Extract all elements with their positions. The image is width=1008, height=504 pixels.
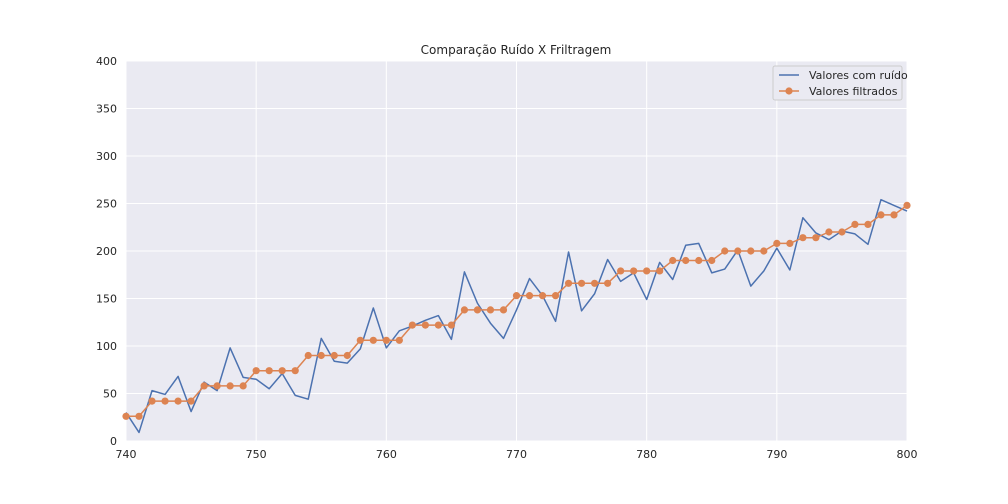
data-point (226, 382, 234, 390)
data-point (239, 382, 247, 390)
legend-item[interactable]: Valores filtrados (779, 85, 898, 98)
data-point (734, 247, 742, 255)
y-tick-label: 150 (96, 293, 117, 306)
data-point (174, 397, 182, 405)
data-point (343, 351, 351, 360)
data-point (200, 382, 208, 390)
data-point (252, 367, 260, 375)
legend-box (772, 65, 903, 101)
data-point (630, 267, 638, 275)
data-point (278, 367, 286, 375)
y-tick-label: 400 (96, 55, 117, 68)
data-point (890, 211, 898, 219)
data-point (838, 228, 846, 236)
data-point (799, 234, 807, 242)
data-point (122, 412, 130, 420)
chart-title: Comparação Ruído X Friltragem (421, 43, 612, 57)
data-point (447, 321, 456, 329)
data-point (708, 256, 716, 265)
data-point (577, 279, 586, 287)
data-point (591, 279, 599, 287)
data-point (148, 397, 156, 405)
data-point (304, 351, 312, 360)
y-tick-label: 0 (110, 435, 117, 448)
y-axis-ticks: 0 50 100 150 200 250 300 350 400 (96, 55, 117, 448)
data-point (473, 306, 482, 314)
data-point (369, 336, 377, 344)
x-tick-label: 760 (376, 448, 397, 461)
data-point (187, 397, 195, 405)
data-point (760, 247, 768, 255)
plot-series (122, 198, 911, 434)
data-point (851, 220, 859, 228)
x-tick-label: 780 (636, 448, 657, 461)
data-point (330, 351, 338, 360)
legend-label: Valores com ruído (809, 69, 908, 82)
legend-label: Valores filtrados (809, 85, 898, 98)
data-point (617, 267, 625, 275)
legend[interactable]: Valores com ruído Valores filtrados (772, 65, 908, 101)
y-tick-label: 300 (96, 150, 117, 163)
series-2 (122, 201, 911, 420)
y-tick-label: 50 (103, 388, 117, 401)
y-tick-label: 250 (96, 198, 117, 211)
data-point (317, 351, 325, 360)
series-1 (125, 198, 908, 434)
data-point (903, 201, 911, 209)
data-point (161, 397, 169, 405)
data-point (486, 306, 495, 314)
data-point (382, 336, 390, 344)
data-point (656, 267, 664, 275)
data-point (395, 336, 403, 344)
data-point (551, 292, 560, 300)
data-point (864, 220, 872, 228)
data-point (460, 306, 469, 314)
y-tick-label: 100 (96, 340, 117, 353)
y-tick-label: 200 (96, 245, 117, 258)
x-tick-label: 740 (116, 448, 137, 461)
y-tick-label: 350 (96, 103, 117, 116)
x-tick-label: 790 (766, 448, 787, 461)
series-line (125, 198, 908, 434)
data-point (291, 367, 299, 375)
data-point (265, 367, 273, 375)
data-point (786, 239, 794, 247)
data-point (525, 292, 534, 300)
data-point (643, 267, 651, 275)
x-axis-ticks: 740 750 760 770 780 790 800 (116, 448, 918, 461)
data-point (135, 412, 143, 420)
legend-item[interactable]: Valores com ruído (779, 69, 908, 82)
data-point (721, 247, 729, 255)
data-point (213, 382, 221, 390)
data-point (747, 247, 755, 255)
data-point (695, 256, 703, 265)
data-point (682, 256, 690, 265)
data-point (499, 306, 508, 314)
data-point (669, 256, 677, 265)
data-point (538, 292, 547, 300)
data-point (604, 279, 612, 287)
x-tick-label: 750 (246, 448, 267, 461)
x-tick-label: 800 (897, 448, 918, 461)
data-point (877, 211, 885, 219)
x-tick-label: 770 (506, 448, 527, 461)
data-point (434, 321, 442, 329)
data-point (421, 321, 429, 329)
data-point (773, 239, 781, 247)
data-point (564, 279, 573, 287)
data-point (356, 336, 364, 344)
data-point (408, 321, 416, 329)
data-point (812, 234, 820, 242)
data-point (825, 228, 833, 236)
legend-marker (785, 87, 793, 95)
data-point (512, 292, 521, 300)
